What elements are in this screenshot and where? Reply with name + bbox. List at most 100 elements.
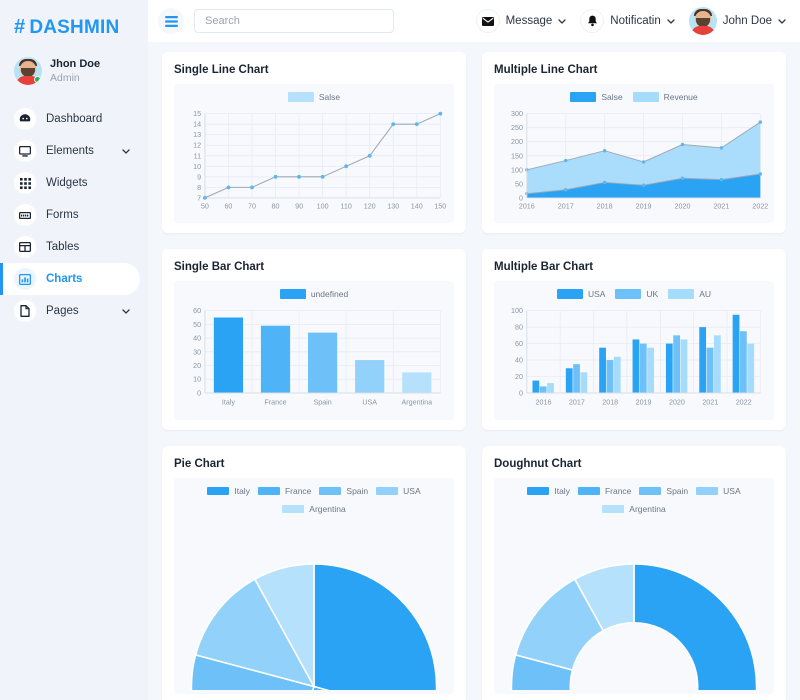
legend-item[interactable]: undefined (279, 288, 348, 299)
svg-text:140: 140 (411, 202, 423, 210)
pie-slice-france[interactable] (272, 685, 432, 691)
envelope-icon (475, 9, 500, 33)
sidebar-item-forms[interactable]: Forms (0, 199, 140, 231)
legend-label: Spain (346, 485, 369, 496)
legend-item[interactable]: France (577, 486, 631, 496)
legend-item[interactable]: Spain (639, 486, 688, 496)
legend-item[interactable]: Salse (570, 92, 623, 102)
hamburger-icon[interactable] (158, 8, 184, 34)
chart-doughnut: Italy France Spain USA Argentina (494, 477, 774, 695)
card-title: Single Line Chart (174, 64, 269, 76)
chart-multiple-bar: USA UK AU 0 20 40 60 80 100 2016 2017 2018 2019 2020… (494, 280, 774, 420)
svg-text:2016: 2016 (519, 202, 535, 210)
svg-text:90: 90 (295, 202, 303, 210)
avatar (688, 7, 717, 35)
legend-swatch (287, 92, 314, 102)
chart-legend: undefined (180, 288, 448, 299)
card-title: Doughnut Chart (494, 457, 582, 470)
svg-text:2019: 2019 (636, 202, 652, 210)
pie-slice-spain[interactable] (190, 653, 316, 691)
svg-text:10: 10 (193, 163, 201, 171)
svg-text:150: 150 (511, 152, 523, 160)
card-title: Single Bar Chart (174, 260, 265, 273)
svg-text:12: 12 (193, 142, 201, 150)
pie-slice-argentina[interactable] (253, 563, 315, 687)
sidebar-item-label: Elements (46, 145, 94, 158)
message-menu[interactable]: Message (475, 9, 567, 33)
legend-swatch (632, 92, 659, 102)
doughnut-plot (510, 563, 758, 691)
svg-text:Italy: Italy (222, 398, 236, 406)
notification-label: Notificatin (610, 15, 661, 27)
chart-legend: Italy France Spain USA Argentina (180, 486, 448, 514)
legend-item[interactable]: Italy (207, 486, 250, 496)
charts-content: Single Line Chart Salse 7 8 9 10 11 12 13 14 15 5… (148, 42, 800, 700)
pie-slice-argentina[interactable] (573, 563, 635, 632)
online-status-dot (34, 76, 41, 84)
svg-text:0: 0 (197, 389, 201, 397)
legend-item[interactable]: USA (696, 486, 741, 496)
legend-item[interactable]: Argentina (602, 503, 666, 514)
pie-slice-spain[interactable] (510, 653, 611, 691)
sidebar-item-dashboard[interactable]: Dashboard (0, 103, 140, 135)
search-input[interactable] (194, 9, 394, 33)
sidebar: # DASHMIN Jhon Doe Admin Dashboard Elemen… (0, 0, 148, 700)
legend-swatch (639, 486, 662, 495)
multiple-line-plot: 0 50 100 150 200 250 300 2016 2017 2018 2019 2020 20… (511, 110, 768, 210)
legend-item[interactable]: AU (668, 288, 711, 299)
sidebar-item-elements[interactable]: Elements (0, 135, 140, 167)
legend-label: Italy (554, 485, 570, 496)
legend-label: USA (403, 485, 421, 496)
user-name: John Doe (722, 15, 772, 27)
svg-text:2020: 2020 (675, 202, 691, 210)
sidebar-item-label: Forms (46, 209, 79, 222)
legend-label: Salse (601, 92, 623, 102)
chart-single-line: Salse 7 8 9 10 11 12 13 14 15 50 60 70 80 90 100 110 120… (174, 84, 454, 223)
svg-text:2020: 2020 (669, 398, 685, 406)
pie-slice-usa[interactable] (194, 578, 316, 688)
svg-text:60: 60 (193, 307, 201, 315)
svg-text:100: 100 (511, 166, 523, 174)
legend-item[interactable]: Revenue (632, 92, 698, 102)
page-icon (14, 300, 36, 323)
legend-label: Salse (318, 92, 341, 102)
pie-slice-italy[interactable] (313, 563, 438, 691)
user-menu[interactable]: John Doe (688, 7, 786, 35)
legend-item[interactable]: Salse (287, 92, 341, 102)
legend-item[interactable]: Italy (527, 486, 570, 496)
legend-label: Argentina (309, 503, 346, 514)
card-title: Pie Chart (174, 457, 225, 470)
legend-item[interactable]: Spain (319, 486, 368, 496)
card-title: Multiple Bar Chart (494, 260, 594, 273)
sidebar-profile[interactable]: Jhon Doe Admin (0, 53, 148, 99)
legend-item[interactable]: UK (615, 288, 658, 299)
sidebar-item-widgets[interactable]: Widgets (0, 167, 140, 199)
profile-name: Jhon Doe (50, 58, 101, 70)
legend-item[interactable]: USA (556, 288, 605, 299)
brand-logo[interactable]: # DASHMIN (0, 10, 148, 53)
legend-item[interactable]: Argentina (282, 503, 346, 514)
sidebar-item-tables[interactable]: Tables (0, 231, 140, 263)
svg-text:11: 11 (194, 152, 201, 160)
sidebar-item-pages[interactable]: Pages (0, 295, 140, 327)
notification-menu[interactable]: Notificatin (580, 9, 675, 33)
legend-label: Argentina (629, 503, 666, 514)
chevron-down-icon (122, 149, 130, 154)
legend-item[interactable]: USA (376, 485, 421, 496)
speedometer-icon (14, 108, 36, 131)
legend-swatch (319, 486, 342, 495)
card-multiple-line-chart: Multiple Line Chart Salse Revenue 0 50 100 1… (482, 52, 786, 233)
legend-swatch (602, 504, 625, 513)
single-line-plot: 7 8 9 10 11 12 13 14 15 50 60 70 80 90 100 110 120 130 140… (193, 110, 446, 210)
sidebar-item-charts[interactable]: Charts (0, 263, 140, 296)
chart-icon (14, 268, 36, 291)
svg-text:2018: 2018 (597, 202, 613, 210)
svg-text:20: 20 (193, 362, 201, 370)
pie-slice-italy[interactable] (633, 563, 758, 691)
svg-text:200: 200 (511, 138, 523, 146)
sidebar-item-label: Tables (46, 241, 80, 254)
svg-text:Argentina: Argentina (401, 398, 432, 406)
legend-item[interactable]: France (257, 486, 311, 496)
svg-text:120: 120 (364, 202, 376, 210)
chart-single-bar: undefined 0 10 20 30 40 50 60 Italy France Spain U… (174, 280, 454, 420)
